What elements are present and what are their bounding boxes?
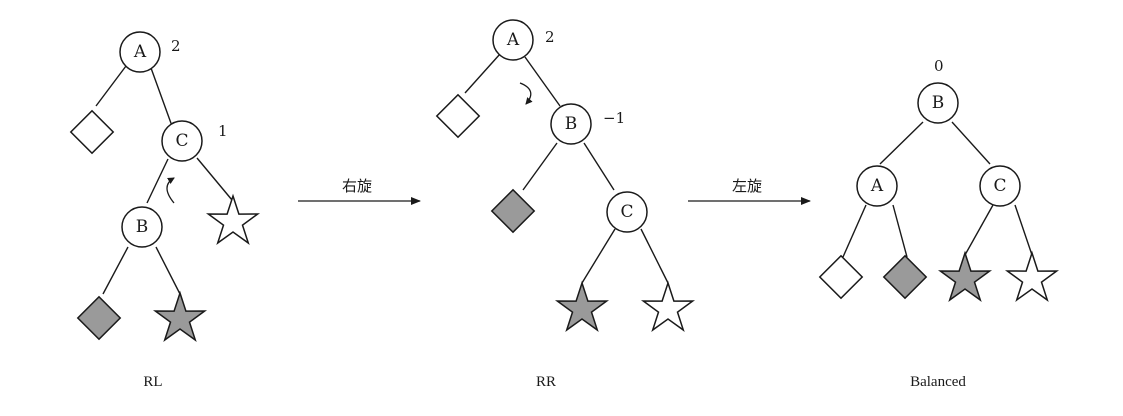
- edge-c-star: [196, 157, 233, 201]
- arrow-label-left-rotation: 左旋: [732, 177, 762, 195]
- node-c-label: C: [993, 176, 1006, 196]
- node-c: [606, 191, 648, 233]
- node-a: [856, 165, 898, 207]
- node-b: [917, 82, 959, 124]
- edge-a-leftleaf: [95, 65, 127, 107]
- gray-diamond-leaf: [76, 295, 122, 341]
- edge-c-star2: [640, 228, 669, 284]
- white-diamond-leaf: [69, 109, 115, 155]
- node-c-label: C: [175, 131, 188, 151]
- edge-a-leftleaf: [464, 53, 501, 94]
- right-rotation-arrow: 右旋: [298, 177, 421, 205]
- tree-rr: A 2 B −1 C RR: [435, 19, 696, 390]
- gray-star-leaf: [554, 280, 610, 332]
- gray-star-leaf: [152, 290, 208, 342]
- node-b-balance-factor: 0: [934, 57, 944, 75]
- node-a: [119, 31, 161, 73]
- node-a-label: A: [870, 176, 884, 196]
- node-a-label: A: [133, 42, 147, 62]
- node-b-label: B: [565, 114, 578, 134]
- edge-a-b: [524, 56, 561, 107]
- node-a-balance-factor: 2: [171, 37, 181, 55]
- node-b-label: B: [932, 93, 945, 113]
- edge-c-star1: [964, 204, 994, 256]
- node-a-label: A: [506, 30, 520, 50]
- white-star-leaf: [640, 280, 696, 332]
- white-diamond-leaf: [818, 254, 864, 300]
- white-star-leaf: [205, 193, 261, 245]
- edge-b-c: [583, 142, 615, 191]
- gray-diamond-leaf: [882, 254, 928, 300]
- white-star-leaf: [1004, 250, 1060, 302]
- node-b: [550, 103, 592, 145]
- gray-diamond-leaf: [490, 188, 536, 234]
- rotation-arrow-icon: [166, 177, 175, 204]
- edge-a-c: [150, 67, 173, 127]
- caption-balanced: Balanced: [910, 374, 966, 390]
- edge-b-diamond: [102, 246, 129, 295]
- node-c: [161, 120, 203, 162]
- edge-c-star: [581, 228, 616, 284]
- gray-star-leaf: [937, 250, 993, 302]
- node-c: [979, 165, 1021, 207]
- node-b-balance-factor: −1: [603, 109, 625, 127]
- edge-c-b: [146, 158, 169, 204]
- edge-b-a: [879, 121, 924, 165]
- arrow-label-right-rotation: 右旋: [342, 177, 372, 195]
- edge-a-diamond1: [842, 204, 867, 258]
- node-a: [492, 19, 534, 61]
- edge-b-diamond: [522, 142, 558, 191]
- node-c-balance-factor: 1: [218, 122, 228, 140]
- tree-rl: A 2 C 1 B RL: [69, 31, 261, 390]
- left-rotation-arrow: 左旋: [688, 177, 811, 205]
- caption-rl: RL: [143, 374, 162, 390]
- rotation-arrow-icon: [519, 82, 533, 105]
- caption-rr: RR: [536, 374, 556, 390]
- edge-c-star2: [1014, 204, 1033, 256]
- edge-b-star: [155, 246, 181, 295]
- edge-a-diamond2: [892, 204, 908, 258]
- white-diamond-leaf: [435, 93, 481, 139]
- node-a-balance-factor: 2: [545, 28, 555, 46]
- node-b-label: B: [136, 217, 149, 237]
- node-c-label: C: [620, 202, 633, 222]
- edge-b-c: [951, 121, 991, 165]
- tree-balanced: B 0 A C Balanced: [818, 57, 1060, 390]
- node-b: [121, 206, 163, 248]
